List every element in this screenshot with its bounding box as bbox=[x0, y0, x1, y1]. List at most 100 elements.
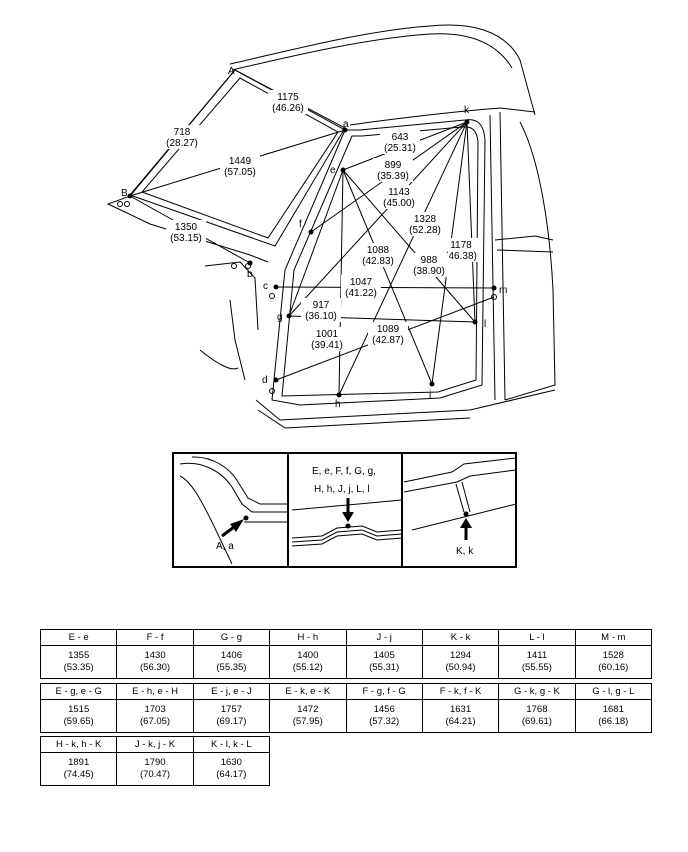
table-cell: 1790 (70.47) bbox=[116, 752, 194, 786]
table-header: J - k, j - K bbox=[116, 736, 194, 753]
value-in: (69.17) bbox=[216, 716, 247, 727]
point-b-big-dot bbox=[127, 193, 133, 199]
table-cell: 1355 (53.35) bbox=[39, 645, 118, 679]
detail-left-inset bbox=[179, 456, 288, 565]
dim-label-1328: 1328 (52.28) bbox=[405, 212, 445, 236]
detail-mid-label-line1: E, e, F, f, G, g, bbox=[312, 466, 376, 477]
point-label-b: b bbox=[247, 269, 253, 280]
dim-643-mm: 643 bbox=[392, 132, 409, 143]
table-header: M - m bbox=[574, 629, 653, 646]
table-header-row: E - e F - f G - g H - h J - j K - k L - … bbox=[39, 629, 653, 646]
dim-1350-in: (53.15) bbox=[170, 233, 202, 244]
value-mm: 1681 bbox=[602, 704, 624, 715]
dim-1047-mm: 1047 bbox=[350, 277, 373, 288]
table-cell: 1406 (55.35) bbox=[192, 645, 271, 679]
point-label-g: g bbox=[277, 312, 283, 323]
table-cell: 1472 (57.95) bbox=[269, 699, 347, 733]
table-header: F - f bbox=[116, 629, 194, 646]
dim-label-1089: 1089 (42.87) bbox=[368, 322, 408, 346]
table-header: E - e bbox=[39, 629, 118, 646]
dim-718-mm: 718 bbox=[174, 127, 191, 138]
point-h-dot bbox=[336, 392, 342, 398]
dim-1178-in: (46.38) bbox=[445, 251, 477, 262]
point-label-m: m bbox=[499, 285, 507, 296]
point-k-dot bbox=[464, 119, 470, 125]
detail-right-arrow bbox=[460, 518, 472, 540]
table-header: E - j, e - J bbox=[192, 683, 271, 700]
value-mm: 1456 bbox=[373, 704, 395, 715]
table-cell: 1456 (57.32) bbox=[345, 699, 423, 733]
detail-right-label: K, k bbox=[456, 546, 474, 557]
table-cell: 1757 (69.17) bbox=[192, 699, 271, 733]
detail-left-arrow bbox=[221, 519, 244, 538]
value-in: (57.32) bbox=[369, 716, 400, 727]
dim-1088-in: (42.83) bbox=[362, 256, 394, 267]
value-mm: 1631 bbox=[449, 704, 472, 715]
table-header: G - g bbox=[192, 629, 271, 646]
table-value-row: 1891 (74.45) 1790 (70.47) 1630 (64.17) bbox=[39, 752, 271, 786]
table-header-row: H - k, h - K J - k, j - K K - l, k - L bbox=[39, 736, 271, 753]
table-header: K - k bbox=[421, 629, 500, 646]
table-cell: 1515 (59.65) bbox=[39, 699, 118, 733]
table-header: E - k, e - K bbox=[269, 683, 347, 700]
table-header: G - k, g - K bbox=[498, 683, 576, 700]
dim-1001-in: (39.41) bbox=[311, 340, 343, 351]
table-cell: 1528 (60.16) bbox=[574, 645, 653, 679]
value-mm: 1891 bbox=[68, 757, 90, 768]
point-g-dot bbox=[286, 313, 292, 319]
point-label-f: f bbox=[299, 219, 302, 230]
table-header: K - l, k - L bbox=[192, 736, 271, 753]
value-mm: 1430 bbox=[144, 650, 166, 661]
point-e-dot bbox=[340, 167, 346, 173]
value-in: (64.21) bbox=[445, 716, 476, 727]
detail-left-point-dot bbox=[243, 515, 249, 521]
value-in: (55.12) bbox=[292, 662, 323, 673]
point-j-dot bbox=[429, 381, 435, 387]
point-label-A: A bbox=[228, 66, 235, 77]
value-mm: 1630 bbox=[220, 757, 242, 768]
point-label-e: e bbox=[330, 165, 336, 176]
detail-mid-arrow bbox=[342, 498, 354, 522]
value-in: (57.95) bbox=[292, 716, 323, 727]
dim-1047-in: (41.22) bbox=[345, 288, 377, 299]
table-header: E - g, e - G bbox=[39, 683, 118, 700]
dim-1089-mm: 1089 bbox=[377, 324, 400, 335]
dimension-table-3: H - k, h - K J - k, j - K K - l, k - L 1… bbox=[39, 736, 271, 786]
value-in: (53.35) bbox=[63, 662, 94, 673]
table-cell: 1430 (56.30) bbox=[116, 645, 194, 679]
table-header: F - k, f - K bbox=[421, 683, 500, 700]
table-cell: 1411 (55.55) bbox=[498, 645, 576, 679]
dim-label-917: 917 (36.10) bbox=[301, 298, 341, 322]
value-in: (50.94) bbox=[445, 662, 476, 673]
dim-label-1449: 1449 (57.05) bbox=[220, 154, 260, 178]
point-m-dot bbox=[491, 285, 497, 291]
value-in: (55.35) bbox=[216, 662, 247, 673]
dim-899-mm: 899 bbox=[385, 160, 402, 171]
table-header: J - j bbox=[345, 629, 423, 646]
dim-label-1350: 1350 (53.15) bbox=[166, 220, 206, 244]
point-label-d: d bbox=[262, 375, 268, 386]
dim-917-mm: 917 bbox=[313, 300, 330, 311]
dim-label-988: 988 (38.90) bbox=[409, 253, 449, 277]
table-header: L - l bbox=[498, 629, 576, 646]
point-a-dot bbox=[342, 127, 348, 133]
dim-label-1047: 1047 (41.22) bbox=[341, 275, 381, 299]
value-in: (74.45) bbox=[63, 769, 94, 780]
value-in: (55.55) bbox=[521, 662, 552, 673]
point-label-B: B bbox=[121, 188, 128, 199]
value-in: (64.17) bbox=[216, 769, 247, 780]
table-cell: 1891 (74.45) bbox=[39, 752, 118, 786]
dim-label-1143: 1143 (45.00) bbox=[379, 185, 419, 209]
detail-mid-point-dot bbox=[345, 523, 351, 529]
table-cell: 1294 (50.94) bbox=[421, 645, 500, 679]
dim-1088-mm: 1088 bbox=[367, 245, 390, 256]
table-header-row: E - g, e - G E - h, e - H E - j, e - J E… bbox=[39, 683, 653, 700]
value-mm: 1294 bbox=[449, 650, 472, 661]
value-mm: 1790 bbox=[144, 757, 166, 768]
value-mm: 1411 bbox=[526, 650, 548, 661]
dim-label-1175: 1175 (46.26) bbox=[268, 90, 308, 114]
value-mm: 1472 bbox=[297, 704, 319, 715]
point-label-j: j bbox=[428, 389, 431, 400]
table-header: E - h, e - H bbox=[116, 683, 194, 700]
dim-label-643: 643 (25.31) bbox=[380, 130, 420, 154]
